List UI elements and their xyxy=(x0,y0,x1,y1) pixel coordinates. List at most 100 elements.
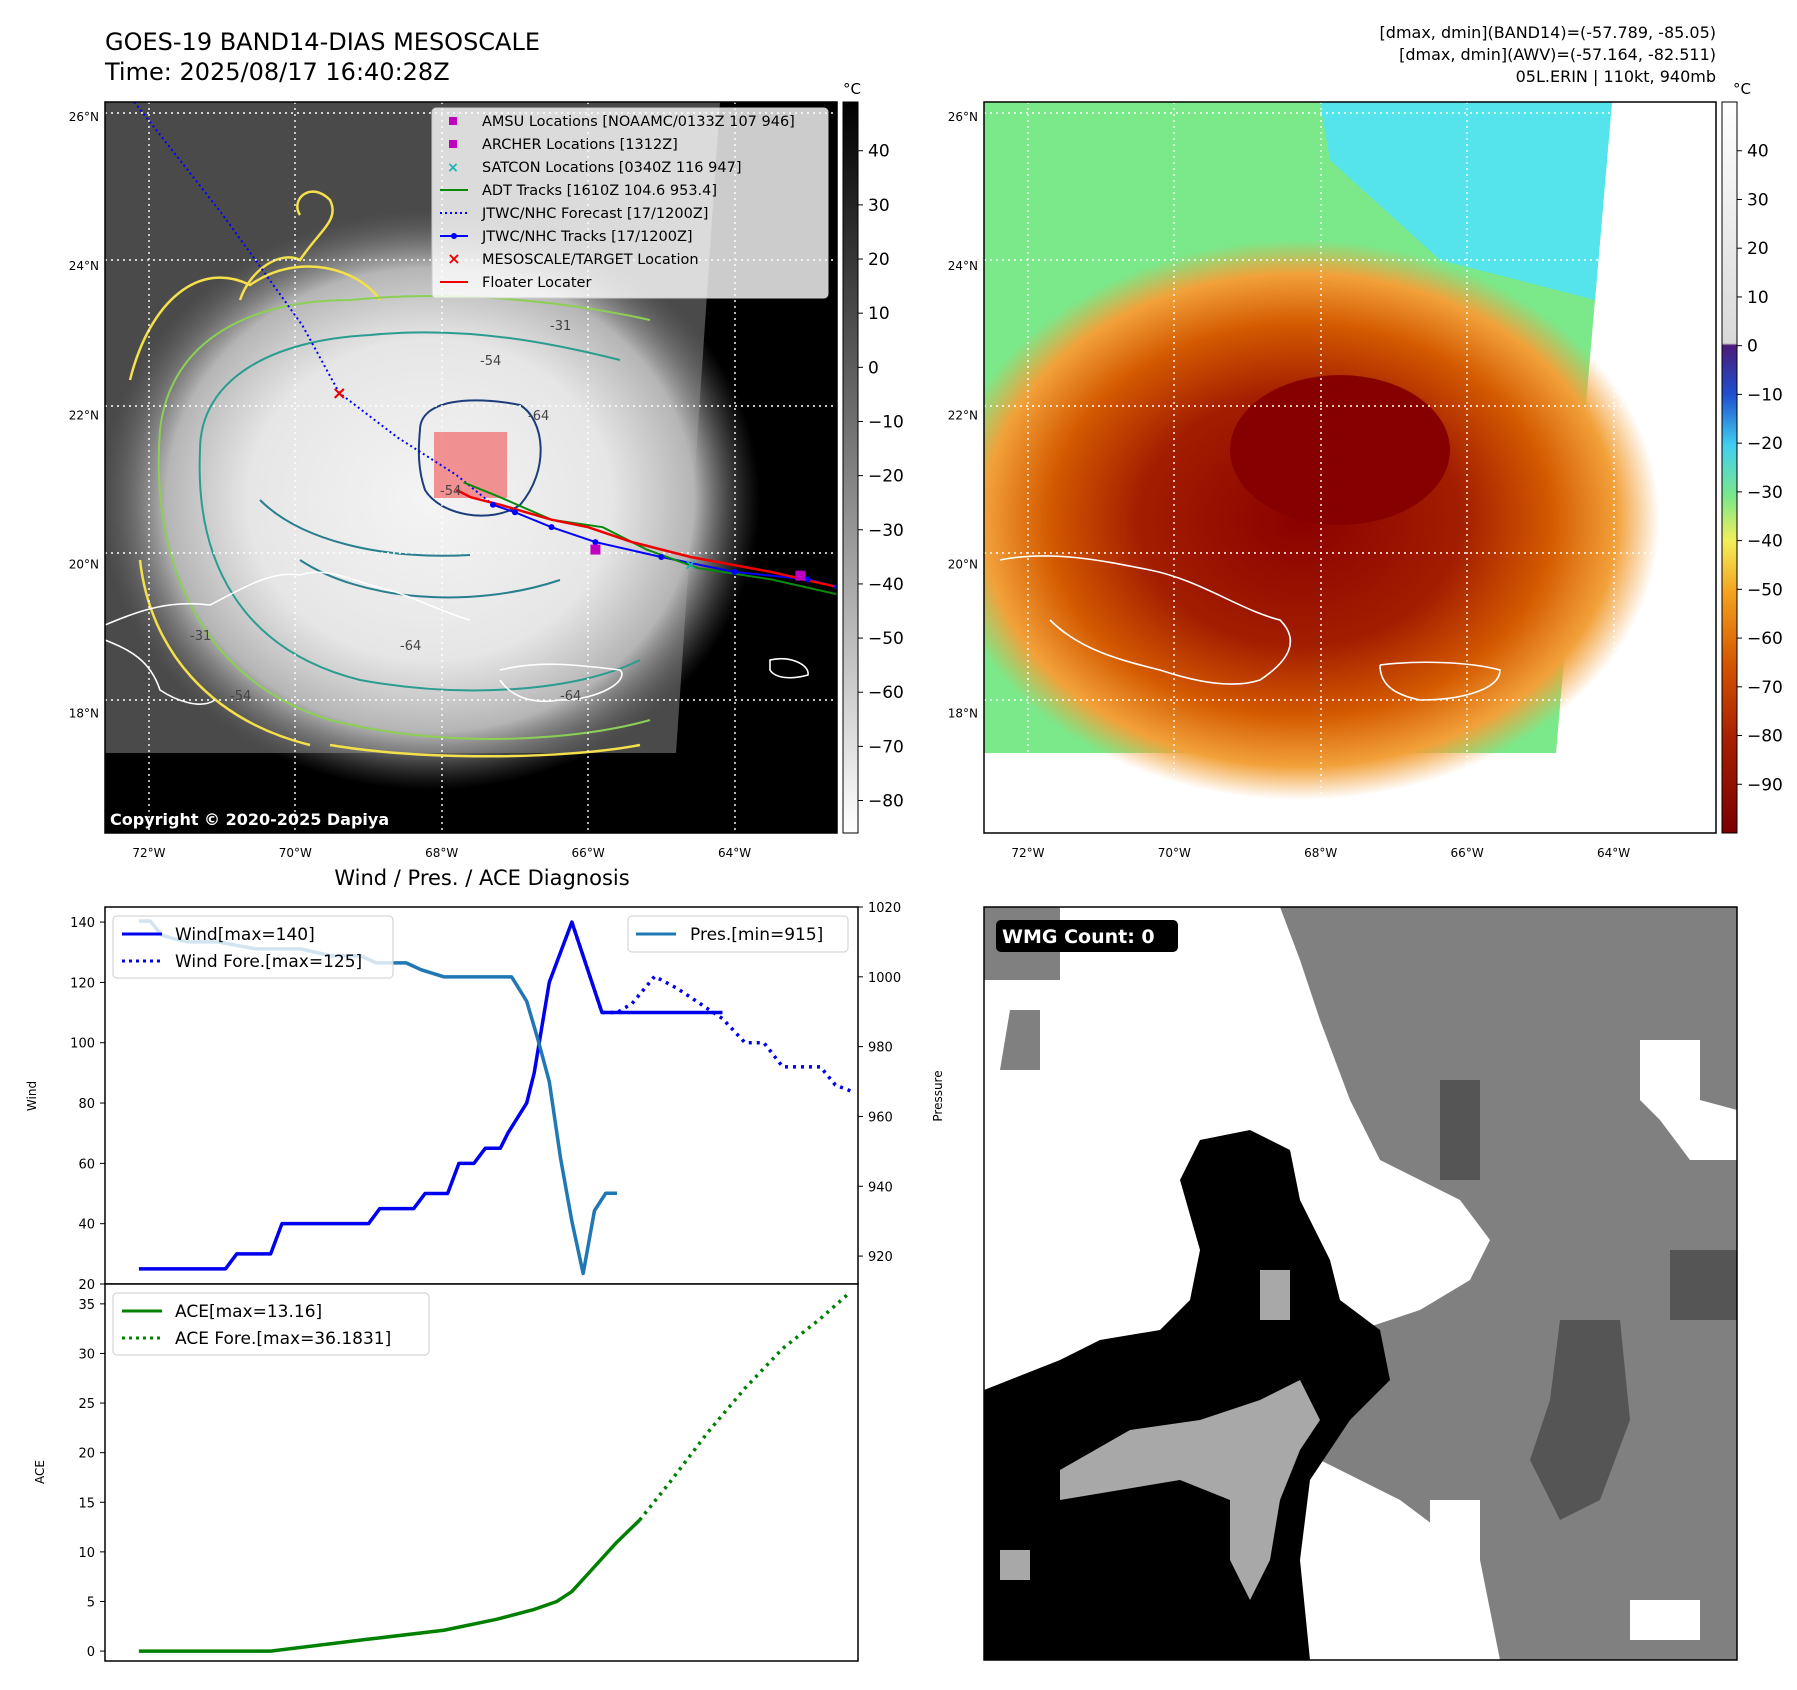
wind-fore-line xyxy=(570,921,852,1093)
ace-axis-label: ACE xyxy=(33,1460,47,1484)
lon-label: 72°W xyxy=(1011,846,1044,860)
contour-label: -54 xyxy=(230,689,251,704)
colorbar-tick-label: −40 xyxy=(1747,532,1783,552)
colorbar-tick-label: −60 xyxy=(868,683,904,703)
colorbar-tick-label: −20 xyxy=(1747,434,1783,454)
ace-ytick-label: 35 xyxy=(78,1298,95,1313)
colorbar-gray-unit: °C xyxy=(843,80,861,98)
best-track-point xyxy=(489,501,496,508)
ace-ytick-label: 15 xyxy=(78,1496,95,1511)
colorbar-tick-label: 0 xyxy=(868,358,879,378)
lat-label: 22°N xyxy=(948,408,978,422)
colorbar-tick-label: −80 xyxy=(1747,727,1783,747)
colorbar-gray xyxy=(842,101,859,834)
lon-label: 70°W xyxy=(279,846,312,860)
contour-yellow xyxy=(128,265,641,758)
best-track-point xyxy=(804,576,811,583)
contour-label: -64 xyxy=(528,409,549,424)
wmg-frame xyxy=(983,906,1738,1661)
colorbar-color-unit: °C xyxy=(1733,80,1751,98)
legend-target-marker: × xyxy=(447,249,460,268)
colorbar-color xyxy=(1721,101,1738,834)
contour-label: -31 xyxy=(550,319,571,334)
lon-label: 68°W xyxy=(425,846,458,860)
wmg-count-label: WMG Count: 0 xyxy=(1002,926,1155,948)
ace-ytick-label: 10 xyxy=(78,1546,95,1561)
contour-label: -64 xyxy=(560,689,581,704)
wind-y-ticks: 20 40 60 80 100 120 140 xyxy=(70,916,105,1293)
lat-axis-left: 26°N 24°N 22°N 20°N 18°N xyxy=(69,110,99,721)
lon-axis-right: 72°W 70°W 68°W 66°W 64°W xyxy=(1011,846,1630,860)
best-track-point xyxy=(511,509,518,516)
legend-archer: ARCHER Locations [1312Z] xyxy=(482,137,678,153)
lon-label: 64°W xyxy=(1597,846,1630,860)
wind-fore-legend-text: Wind Fore.[max=125] xyxy=(175,952,362,972)
wmg-white-holes xyxy=(1270,980,1737,1640)
colorbar-tick-label: −10 xyxy=(868,412,904,432)
stats-band14: [dmax, dmin](BAND14)=(-57.789, -85.05) xyxy=(1380,23,1716,42)
legend-satcon-marker: × xyxy=(447,160,459,176)
contour-label: -31 xyxy=(190,629,211,644)
lon-axis-left: 72°W 70°W 68°W 66°W 64°W xyxy=(132,846,751,860)
colorbar-tick-label: 10 xyxy=(1747,288,1769,308)
pressure-y-ticks: 920 940 960 980 1000 1020 xyxy=(858,901,901,1265)
colorbar-tick-label: −20 xyxy=(868,467,904,487)
colorbar-tick-label: 0 xyxy=(1747,337,1758,357)
wind-line xyxy=(138,920,723,1271)
ace-fore-legend-text: ACE Fore.[max=36.1831] xyxy=(175,1329,391,1349)
colorbar-tick-label: −10 xyxy=(1747,385,1783,405)
legend-forecast: JTWC/NHC Forecast [17/1200Z] xyxy=(481,206,708,222)
ace-legend-box xyxy=(112,1292,430,1356)
figure-time: Time: 2025/08/17 16:40:28Z xyxy=(104,58,450,86)
lon-label: 64°W xyxy=(718,846,751,860)
wmg-panel: WMG Count: 0 xyxy=(983,906,1738,1661)
legend-satcon: SATCON Locations [0340Z 116 947] xyxy=(482,160,741,176)
contour-yellow-north xyxy=(238,190,334,301)
color-storm-shield xyxy=(984,240,1660,800)
contour-green xyxy=(157,295,651,740)
target-marker: × xyxy=(332,383,347,404)
legend-tracks-dot xyxy=(451,233,457,239)
ace-series-group xyxy=(138,1290,852,1653)
pressure-axis-label: Pressure xyxy=(931,1070,945,1121)
color-map-frame xyxy=(983,101,1717,834)
wmg-count-badge xyxy=(996,920,1178,952)
pres-legend: Pres.[min=915] xyxy=(627,915,849,953)
floater-track xyxy=(455,488,837,589)
pres-legend-text: Pres.[min=915] xyxy=(690,925,823,945)
lat-label: 26°N xyxy=(69,110,99,124)
wind-ytick-label: 40 xyxy=(78,1218,95,1233)
colorbar-tick-label: −30 xyxy=(1747,483,1783,503)
ace-ytick-label: 25 xyxy=(78,1397,95,1412)
floater-box xyxy=(434,432,507,498)
pres-ytick-label: 940 xyxy=(868,1180,893,1195)
wmg-light-gray-region xyxy=(1000,1270,1320,1600)
lon-label: 70°W xyxy=(1158,846,1191,860)
wmg-black-region xyxy=(984,1130,1390,1660)
ace-legend-text: ACE[max=13.16] xyxy=(175,1302,322,1322)
wind-ytick-label: 20 xyxy=(78,1278,95,1293)
color-map-panel xyxy=(984,102,1716,833)
lat-label: 24°N xyxy=(69,259,99,273)
wind-axis-label: Wind xyxy=(25,1081,39,1111)
color-coastline-hispaniola xyxy=(999,555,1501,701)
ace-ytick-label: 5 xyxy=(87,1595,95,1610)
lat-label: 22°N xyxy=(69,408,99,422)
wind-ytick-label: 140 xyxy=(70,916,95,931)
best-track-point xyxy=(592,539,599,546)
legend-amsu: AMSU Locations [NOAAMC/0133Z 107 946] xyxy=(482,114,795,130)
pres-ytick-label: 960 xyxy=(868,1110,893,1125)
lon-label: 68°W xyxy=(1304,846,1337,860)
stats-storm: 05L.ERIN | 110kt, 940mb xyxy=(1516,67,1716,86)
lat-label: 20°N xyxy=(948,557,978,571)
contour-teal xyxy=(198,331,641,692)
colorbar-tick-label: 30 xyxy=(868,196,890,216)
colorbar-tick-label: −30 xyxy=(868,521,904,541)
lon-label: 66°W xyxy=(572,846,605,860)
best-track-point xyxy=(658,554,665,561)
satcon-marker: × xyxy=(684,555,697,573)
colorbar-tick-label: 30 xyxy=(1747,190,1769,210)
color-swath-cyan xyxy=(1320,102,1612,300)
wind-legend-box xyxy=(112,915,394,979)
